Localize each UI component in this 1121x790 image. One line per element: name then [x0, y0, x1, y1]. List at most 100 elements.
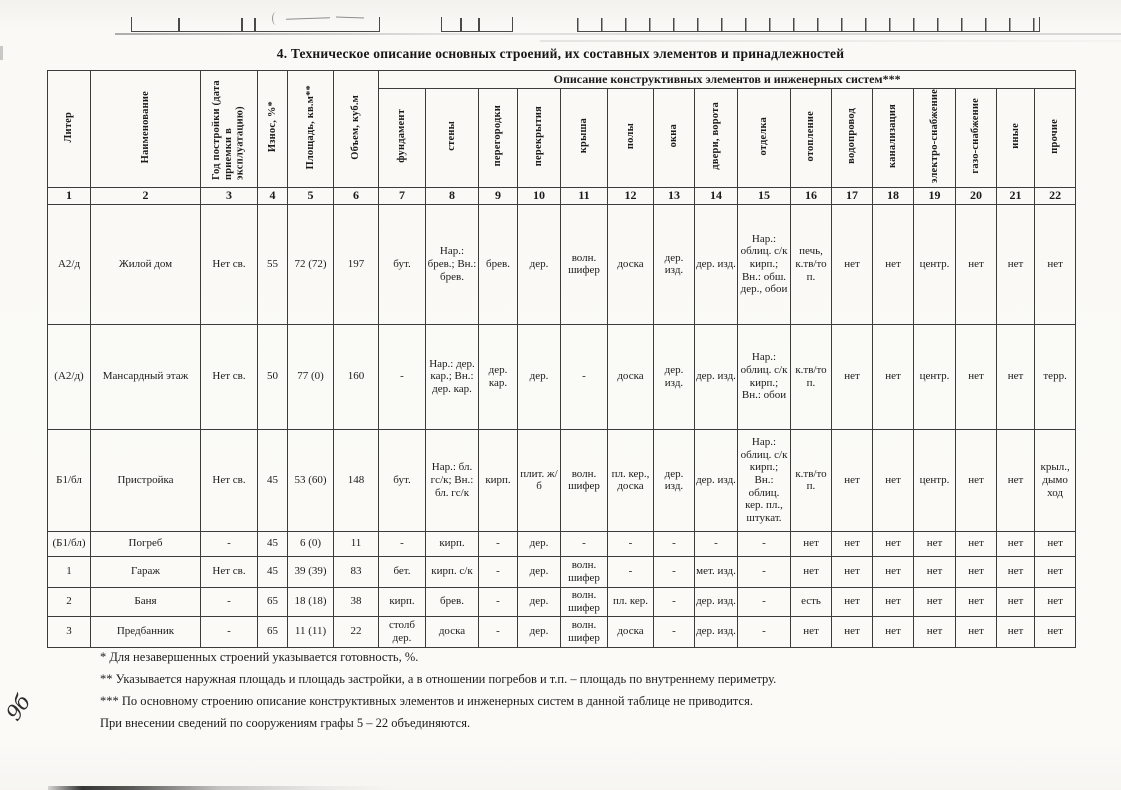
table-cell: дер. [517, 530, 561, 557]
table-cell: - [737, 586, 791, 617]
column-header-other: иные [996, 88, 1035, 188]
table-row: Б1/бл Пристройка Нет св. 45 53 (60) 148 бут. На… [47, 428, 1077, 532]
table-cell: нет [831, 555, 873, 588]
table-cell: 160 [333, 323, 379, 430]
table-cell: нет [996, 323, 1035, 430]
table-cell: брев. [425, 586, 479, 617]
table-cell: 3 [47, 615, 91, 648]
table-cell: нет [1033, 530, 1077, 557]
column-header-year: Год постройки (дата приемки в эксплуатац… [200, 70, 258, 188]
table-cell: дер. изд. [694, 428, 738, 532]
table-cell: дер. изд. [653, 203, 695, 325]
table-cell: Нар.: бл. гс/к; Вн.: бл. гс/к [425, 428, 479, 532]
table-cell: волн. шифер [560, 615, 608, 648]
footnote: ** Указывается наружная площадь и площад… [100, 672, 777, 686]
column-header-walls: стены [425, 88, 479, 188]
table-cell: - [478, 530, 518, 557]
table-cell: - [560, 323, 608, 430]
table-cell: нет [996, 615, 1035, 648]
column-number: 2 [90, 186, 201, 205]
table-row: (А2/д) Мансардный этаж Нет св. 50 77 (0) 160-… [47, 323, 1077, 430]
column-number: 18 [872, 186, 914, 205]
page-title: 4. Техническое описание основных строени… [276, 46, 845, 61]
table-cell: нет [913, 615, 956, 648]
column-header-finish: отделка [737, 88, 791, 188]
table-cell: нет [955, 586, 997, 617]
table-cell: доска [607, 203, 654, 325]
column-header-sewer: канализация [872, 88, 914, 188]
column-number: 5 [287, 186, 334, 205]
column-numbers-row: 1 2 3 4 5 6 7 8 9 10 11 12 13 14 15 16 1… [47, 186, 1077, 205]
table-cell: 45 [257, 555, 288, 588]
table-cell: нет [955, 530, 997, 557]
column-header-doors: двери, ворота [694, 88, 738, 188]
table-cell: бут. [378, 203, 426, 325]
column-number: 12 [607, 186, 654, 205]
table-row: (Б1/бл) Погреб -45 6 (0) 11- кирп. - дер. - - - - - н… [47, 530, 1077, 557]
table-cell: Нар.: брев.; Вн.: брев. [425, 203, 479, 325]
column-number: 14 [694, 186, 738, 205]
column-header-heating: отопление [790, 88, 832, 188]
table-cell: пл. кер., доска [607, 428, 654, 532]
table-cell: волн. шифер [560, 555, 608, 588]
table-cell: дер. изд. [694, 615, 738, 648]
table-cell: Нет св. [200, 323, 258, 430]
table-cell: нет [913, 586, 956, 617]
table-cell: нет [1033, 586, 1077, 617]
table-cell: нет [872, 428, 914, 532]
table-cell: 148 [333, 428, 379, 532]
handwriting-artifact [272, 12, 280, 25]
table-cell: Нар.: облиц. с/к кирп.; Вн.: облиц. кер.… [737, 428, 791, 532]
table-cell: кирп. [425, 530, 479, 557]
table-cell: нет [831, 203, 873, 325]
table-cell: 39 (39) [287, 555, 334, 588]
table-cell: Мансардный этаж [90, 323, 201, 430]
table-cell: нет [790, 530, 832, 557]
column-header-gas: газо-снабжение [955, 88, 997, 188]
table-cell: 83 [333, 555, 379, 588]
table-body: А2/д Жилой дом Нет св. 55 72 (72) 197 бут. Нар.… [47, 203, 1077, 648]
column-number: 16 [790, 186, 832, 205]
table-cell: нет [996, 586, 1035, 617]
table-cell: дер. кар. [478, 323, 518, 430]
table-cell: столб дер. [378, 615, 426, 648]
table-cell: нет [1033, 615, 1077, 648]
table-row: 2 Баня -65 18 (18) 38 кирп. брев. - дер. волн. ши… [47, 586, 1077, 617]
table-cell: терр. [1033, 323, 1077, 430]
table-cell: Предбанник [90, 615, 201, 648]
table-cell: - [200, 586, 258, 617]
table-cell: нет [831, 323, 873, 430]
table-row: 3 Предбанник -65 11 (11) 22 столб дер. доска - д… [47, 615, 1077, 648]
table-cell: доска [607, 323, 654, 430]
table-cell: есть [790, 586, 832, 617]
table-cell: доска [425, 615, 479, 648]
scan-artifact-bottom-bar [48, 786, 388, 790]
table-cell: 65 [257, 586, 288, 617]
table-cell: центр. [913, 323, 956, 430]
table-cell: 18 (18) [287, 586, 334, 617]
table-cell: нет [913, 530, 956, 557]
table-row: А2/д Жилой дом Нет св. 55 72 (72) 197 бут. Нар.… [47, 203, 1077, 325]
table-cell: - [653, 586, 695, 617]
table-cell: дер. [517, 586, 561, 617]
table-cell: нет [872, 530, 914, 557]
column-header-partitions: перегородки [478, 88, 518, 188]
column-number: 4 [257, 186, 288, 205]
footnote: * Для незавершенных строений указывается… [100, 650, 419, 664]
table-cell: Нет св. [200, 203, 258, 325]
table-cell: брев. [478, 203, 518, 325]
table-cell: Баня [90, 586, 201, 617]
table-cell: нет [872, 555, 914, 588]
table-cell: Погреб [90, 530, 201, 557]
table-cell: - [607, 555, 654, 588]
table-cell: бет. [378, 555, 426, 588]
table-cell: нет [913, 555, 956, 588]
table-cell: 22 [333, 615, 379, 648]
table-cell: 11 (11) [287, 615, 334, 648]
table-cell: бут. [378, 428, 426, 532]
table-cell: нет [996, 428, 1035, 532]
table-cell: нет [955, 555, 997, 588]
table-cell: дер. изд. [653, 428, 695, 532]
table-row: 1 Гараж Нет св. 45 39 (39) 83 бет. кирп. с/к - де… [47, 555, 1077, 588]
table-cell: 1 [47, 555, 91, 588]
